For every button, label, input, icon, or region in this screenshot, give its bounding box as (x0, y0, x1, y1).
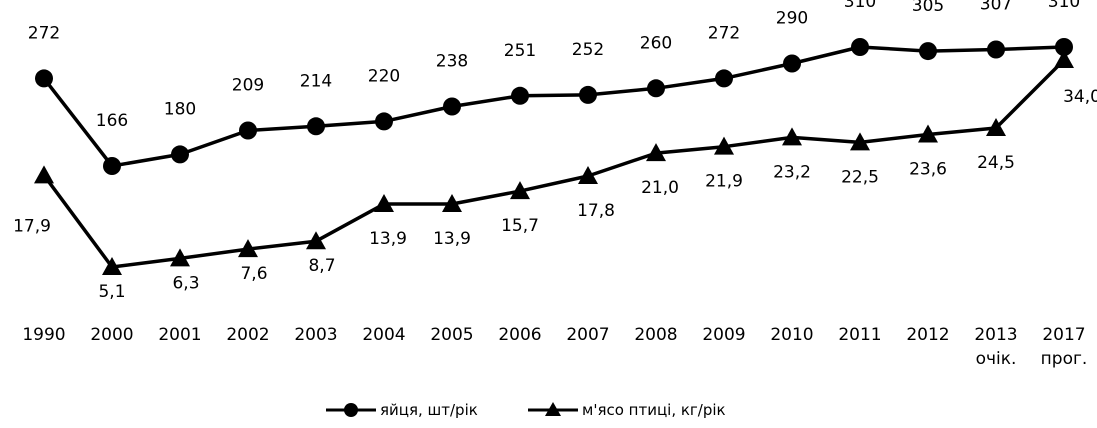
data-label-poultry-meat-2008: 21,0 (641, 178, 679, 198)
legend: яйця, шт/рік м'ясо птиці, кг/рік (326, 401, 726, 419)
data-label-poultry-meat-2007: 17,8 (577, 201, 615, 221)
marker-eggs-2001 (171, 145, 189, 164)
data-label-poultry-meat-2003: 8,7 (308, 256, 335, 276)
marker-eggs-2002 (239, 121, 257, 140)
marker-poultry-meat-2007 (578, 166, 598, 185)
data-label-poultry-meat-2017: 34,0 (1063, 87, 1097, 107)
data-label-poultry-meat-2005: 13,9 (433, 229, 471, 249)
data-label-eggs-2001: 180 (164, 99, 196, 119)
marker-eggs-1990 (35, 69, 53, 88)
x-tick-label-1990: 1990 (22, 325, 65, 345)
data-label-eggs-2002: 209 (232, 76, 264, 96)
legend-meat-marker (545, 402, 561, 416)
marker-eggs-2012 (919, 42, 937, 61)
marker-eggs-2006 (511, 86, 529, 105)
x-tick-label-2007: 2007 (566, 325, 609, 345)
legend-item-poultry-meat: м'ясо птиці, кг/рік (528, 401, 726, 419)
marker-eggs-2007 (579, 85, 597, 104)
marker-eggs-2017 (1055, 38, 1073, 56)
marker-poultry-meat-2012 (918, 124, 938, 143)
data-label-poultry-meat-2001: 6,3 (172, 273, 199, 293)
series-layer (34, 38, 1074, 275)
data-label-poultry-meat-2013: 24,5 (977, 153, 1015, 173)
marker-poultry-meat-2017 (1054, 50, 1074, 68)
legend-eggs-marker (344, 403, 358, 417)
marker-poultry-meat-2000 (102, 257, 122, 275)
data-label-eggs-2017: 310 (1048, 0, 1080, 12)
marker-poultry-meat-2001 (170, 248, 190, 267)
x-tick-label-2002: 2002 (226, 325, 269, 345)
marker-eggs-2004 (375, 112, 393, 131)
marker-eggs-2013 (987, 40, 1005, 59)
legend-item-eggs: яйця, шт/рік (326, 401, 478, 419)
data-label-eggs-2012: 305 (912, 0, 944, 16)
data-label-poultry-meat-2010: 23,2 (773, 162, 811, 182)
x-tick-label-2003: 2003 (294, 325, 337, 345)
x-tick-label-2001: 2001 (158, 325, 201, 345)
marker-eggs-2000 (103, 157, 121, 175)
data-label-poultry-meat-2006: 15,7 (501, 216, 539, 236)
x-tick-label-2008: 2008 (634, 325, 677, 345)
x-tick-label-2013: 2013 (974, 325, 1017, 345)
marker-poultry-meat-2002 (238, 239, 258, 258)
data-label-poultry-meat-2004: 13,9 (369, 229, 407, 249)
data-label-eggs-2013: 307 (980, 0, 1012, 15)
x-tick-label-2012: 2012 (906, 325, 949, 345)
marker-poultry-meat-2011 (850, 132, 870, 151)
data-label-poultry-meat-1990: 17,9 (13, 216, 51, 236)
data-label-eggs-2006: 251 (504, 41, 536, 61)
x-tick-sublabel-2013: очік. (976, 349, 1017, 369)
marker-eggs-2008 (647, 79, 665, 98)
data-label-poultry-meat-2000: 5,1 (98, 282, 125, 302)
data-label-eggs-2005: 238 (436, 52, 468, 72)
data-label-eggs-2003: 214 (300, 71, 332, 91)
legend-meat-label: м'ясо птиці, кг/рік (582, 401, 726, 419)
data-labels-layer: 272 166 180 209 214 220 238 251 252 260 272 290 310 3… (13, 0, 1097, 302)
x-tick-label-2006: 2006 (498, 325, 541, 345)
marker-poultry-meat-2003 (306, 231, 326, 250)
data-label-eggs-2009: 272 (708, 23, 740, 43)
x-tick-label-2009: 2009 (702, 325, 745, 345)
marker-eggs-2010 (783, 54, 801, 73)
series-line-poultry-meat (42, 58, 1066, 269)
marker-poultry-meat-2013 (986, 118, 1006, 137)
data-label-eggs-1990: 272 (28, 23, 60, 43)
data-label-eggs-2004: 220 (368, 66, 400, 86)
x-tick-label-2004: 2004 (362, 325, 405, 345)
series-line-eggs (42, 45, 1065, 168)
x-tick-label-2011: 2011 (838, 325, 881, 345)
marker-eggs-2011 (851, 38, 869, 56)
marker-poultry-meat-2009 (714, 136, 734, 155)
marker-poultry-meat-1990 (34, 165, 54, 184)
data-label-poultry-meat-2012: 23,6 (909, 160, 947, 180)
x-axis-tick-labels: 1990 2000 2001 2002 2003 2004 2005 2006 2007 2008… (22, 325, 1087, 369)
x-tick-label-2000: 2000 (90, 325, 133, 345)
marker-poultry-meat-2004 (374, 193, 394, 212)
x-tick-label-2005: 2005 (430, 325, 473, 345)
marker-poultry-meat-2010 (782, 127, 802, 146)
data-label-poultry-meat-2009: 21,9 (705, 172, 743, 192)
data-label-eggs-2000: 166 (96, 111, 128, 131)
x-tick-label-2017: 2017 (1042, 325, 1085, 345)
x-tick-sublabel-2017: прог. (1041, 349, 1088, 369)
x-tick-label-2010: 2010 (770, 325, 813, 345)
marker-eggs-2009 (715, 69, 733, 88)
data-label-poultry-meat-2002: 7,6 (240, 264, 267, 284)
data-label-poultry-meat-2011: 22,5 (841, 167, 879, 187)
marker-eggs-2005 (443, 97, 461, 116)
marker-poultry-meat-2008 (646, 143, 666, 162)
legend-eggs-label: яйця, шт/рік (380, 401, 478, 419)
data-label-eggs-2007: 252 (572, 40, 604, 60)
data-label-eggs-2008: 260 (640, 33, 672, 53)
marker-poultry-meat-2006 (510, 181, 530, 200)
marker-poultry-meat-2005 (442, 193, 462, 212)
marker-eggs-2003 (307, 117, 325, 136)
data-label-eggs-2010: 290 (776, 9, 808, 29)
data-label-eggs-2011: 310 (844, 0, 876, 12)
